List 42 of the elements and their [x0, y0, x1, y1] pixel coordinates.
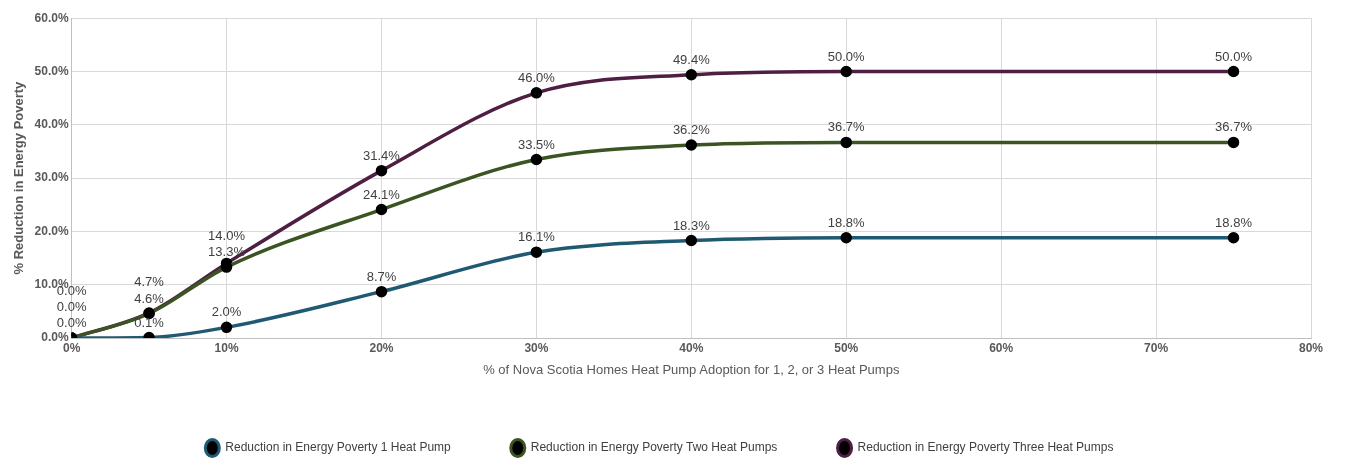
y-tick-label: 60.0% [34, 10, 69, 25]
data-label: 18.8% [827, 214, 866, 230]
data-label: 33.5% [517, 136, 556, 152]
data-label: 14.0% [208, 228, 246, 244]
y-tick-label: 40.0% [34, 117, 69, 132]
x-tick-label: 70% [1144, 340, 1169, 355]
data-label: 18.3% [672, 217, 711, 233]
x-tick-label: 30% [524, 340, 549, 355]
y-axis-title: % Reduction in Energy Poverty [11, 80, 27, 275]
data-label: 8.7% [366, 268, 397, 284]
x-tick-label: 60% [989, 340, 1014, 355]
data-label: 36.7% [827, 119, 866, 135]
data-label: 46.0% [517, 69, 556, 85]
y-tick-label: 20.0% [34, 223, 69, 238]
data-label: 50.0% [827, 48, 866, 64]
data-label: 4.6% [134, 290, 165, 306]
legend-label: Reduction in Energy Poverty Two Heat Pumps [530, 440, 778, 455]
data-label: 0.0% [56, 299, 87, 315]
data-label: 31.4% [363, 147, 401, 163]
data-label: 13.3% [208, 244, 246, 260]
x-tick-label: 10% [214, 340, 239, 355]
legend-label: Reduction in Energy Poverty 1 Heat Pump [225, 440, 452, 455]
y-tick-label: 50.0% [34, 63, 69, 78]
x-tick-label: 0% [62, 340, 81, 355]
data-label: 0.0% [56, 315, 87, 331]
data-label: 36.2% [672, 122, 711, 138]
data-label: 16.1% [517, 229, 556, 245]
y-tick-label: 30.0% [34, 170, 69, 185]
data-label: 49.4% [672, 51, 711, 67]
legend-label: Reduction in Energy Poverty Three Heat Pumps [857, 440, 1114, 455]
data-label: 0.1% [134, 314, 165, 330]
data-label: 24.1% [363, 186, 401, 202]
data-label: 50.0% [1215, 48, 1253, 64]
x-tick-label: 20% [369, 340, 394, 355]
x-axis-title: % of Nova Scotia Homes Heat Pump Adoption for 1, 2, or 3 Heat Pumps [483, 361, 900, 377]
data-label: 2.0% [211, 304, 242, 320]
data-label: 4.7% [134, 274, 165, 290]
x-tick-label: 40% [679, 340, 704, 355]
data-label: 18.8% [1215, 214, 1253, 230]
data-label: 36.7% [1215, 119, 1253, 135]
x-tick-label: 50% [834, 340, 859, 355]
x-tick-label: 80% [1298, 340, 1324, 355]
